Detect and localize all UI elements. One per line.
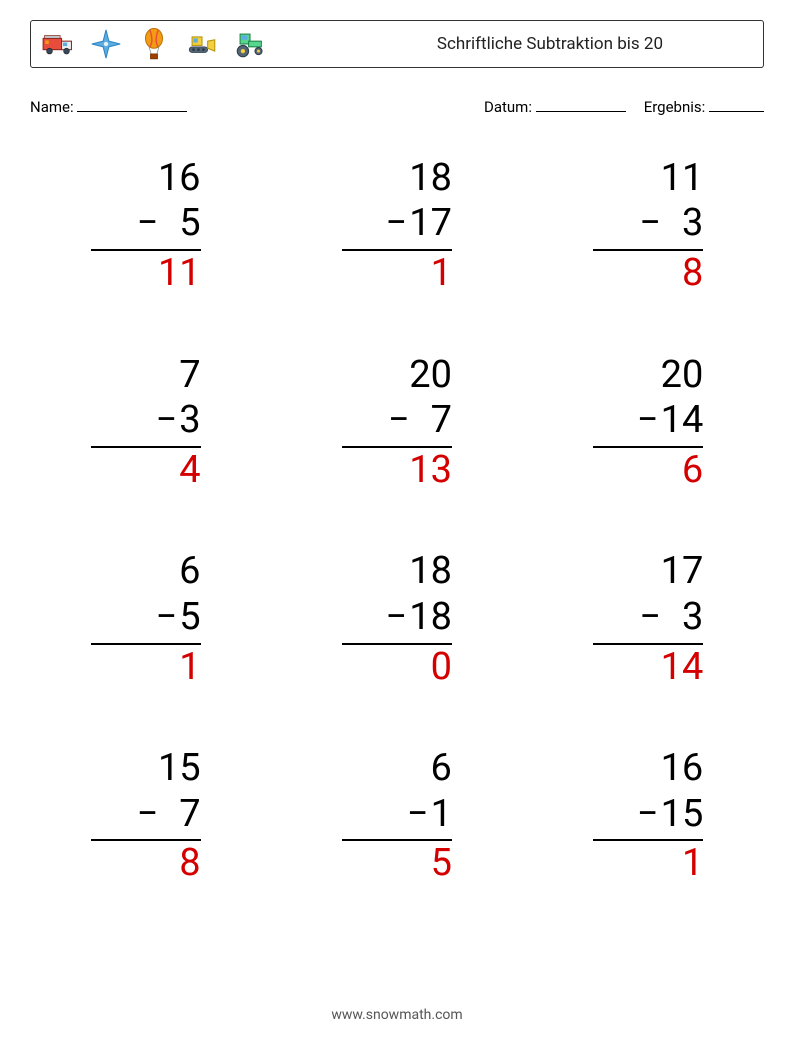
info-row: Name: Datum: Ergebnis:: [30, 96, 764, 116]
subtrahend: 5: [179, 595, 200, 641]
subtrahend: 7: [179, 792, 200, 838]
subtrahend-row: − 7: [91, 792, 201, 842]
minuend: 20: [593, 353, 703, 399]
subtrahend-row: −17: [342, 201, 452, 251]
answer: 11: [91, 251, 201, 297]
answer: 8: [593, 251, 703, 297]
fire-truck-icon: [41, 27, 75, 61]
date-field: Datum:: [484, 96, 626, 116]
worksheet-page: Schriftliche Subtraktion bis 20 Name: Da…: [0, 0, 794, 887]
subtrahend: 18: [409, 595, 452, 641]
airplane-icon: [89, 27, 123, 61]
answer: 13: [342, 448, 452, 494]
minuend: 7: [91, 353, 201, 399]
subtraction-problem: 20−146: [593, 353, 703, 494]
subtraction-problem: 11− 38: [593, 156, 703, 297]
subtrahend: 3: [179, 398, 200, 444]
subtraction-problem: 20− 713: [342, 353, 452, 494]
worksheet-title: Schriftliche Subtraktion bis 20: [437, 34, 663, 54]
answer: 1: [91, 645, 201, 691]
answer: 5: [342, 841, 452, 887]
minus-sign: −: [156, 595, 178, 641]
subtraction-problem: 15− 78: [91, 746, 201, 887]
subtrahend-row: − 5: [91, 201, 201, 251]
problems-grid: 16− 51118−17111− 387−3420− 71320−1466−51…: [30, 156, 764, 887]
minuend: 6: [91, 549, 201, 595]
minus-sign: −: [156, 398, 178, 444]
name-label: Name:: [30, 98, 74, 116]
subtrahend-row: − 3: [593, 595, 703, 645]
tractor-icon: [233, 27, 267, 61]
minus-sign: −: [639, 201, 661, 247]
minuend: 16: [593, 746, 703, 792]
subtrahend-row: −1: [342, 792, 452, 842]
subtrahend: 1: [431, 792, 452, 838]
minus-sign: −: [386, 201, 408, 247]
subtraction-problem: 16−151: [593, 746, 703, 887]
minuend: 6: [342, 746, 452, 792]
subtraction-problem: 18−171: [342, 156, 452, 297]
answer: 8: [91, 841, 201, 887]
minus-sign: −: [639, 595, 661, 641]
footer-url: www.snowmath.com: [331, 1007, 462, 1023]
result-blank: [709, 96, 764, 112]
answer: 1: [593, 841, 703, 887]
result-label: Ergebnis:: [644, 98, 706, 116]
subtraction-problem: 17− 314: [593, 549, 703, 690]
subtraction-problem: 7−34: [91, 353, 201, 494]
subtrahend: 3: [682, 201, 703, 247]
subtrahend: 7: [431, 398, 452, 444]
subtraction-problem: 16− 511: [91, 156, 201, 297]
subtrahend: 3: [682, 595, 703, 641]
subtrahend-row: −15: [593, 792, 703, 842]
minus-sign: −: [386, 595, 408, 641]
subtraction-problem: 6−15: [342, 746, 452, 887]
header-bar: Schriftliche Subtraktion bis 20: [30, 20, 764, 68]
minuend: 16: [91, 156, 201, 202]
header-icons: [41, 27, 267, 61]
minuend: 18: [342, 156, 452, 202]
date-label: Datum:: [484, 98, 532, 116]
answer: 1: [342, 251, 452, 297]
subtrahend-row: −18: [342, 595, 452, 645]
date-blank: [536, 96, 626, 112]
minuend: 20: [342, 353, 452, 399]
subtrahend-row: −14: [593, 398, 703, 448]
minuend: 18: [342, 549, 452, 595]
subtrahend: 15: [661, 792, 704, 838]
minus-sign: −: [637, 398, 659, 444]
minus-sign: −: [137, 201, 159, 247]
subtrahend-row: −5: [91, 595, 201, 645]
subtrahend: 17: [409, 201, 452, 247]
minuend: 11: [593, 156, 703, 202]
subtrahend-row: − 7: [342, 398, 452, 448]
balloon-icon: [137, 27, 171, 61]
subtrahend-row: − 3: [593, 201, 703, 251]
subtraction-problem: 18−180: [342, 549, 452, 690]
subtraction-problem: 6−51: [91, 549, 201, 690]
minuend: 15: [91, 746, 201, 792]
subtrahend-row: −3: [91, 398, 201, 448]
minus-sign: −: [637, 792, 659, 838]
result-field: Ergebnis:: [644, 96, 764, 116]
footer: www.snowmath.com: [0, 1007, 794, 1023]
answer: 14: [593, 645, 703, 691]
bulldozer-icon: [185, 27, 219, 61]
subtrahend: 14: [661, 398, 704, 444]
answer: 6: [593, 448, 703, 494]
name-field: Name:: [30, 96, 476, 116]
subtrahend: 5: [179, 201, 200, 247]
answer: 4: [91, 448, 201, 494]
name-blank: [77, 96, 187, 112]
answer: 0: [342, 645, 452, 691]
minus-sign: −: [388, 398, 410, 444]
minuend: 17: [593, 549, 703, 595]
minus-sign: −: [407, 792, 429, 838]
minus-sign: −: [137, 792, 159, 838]
